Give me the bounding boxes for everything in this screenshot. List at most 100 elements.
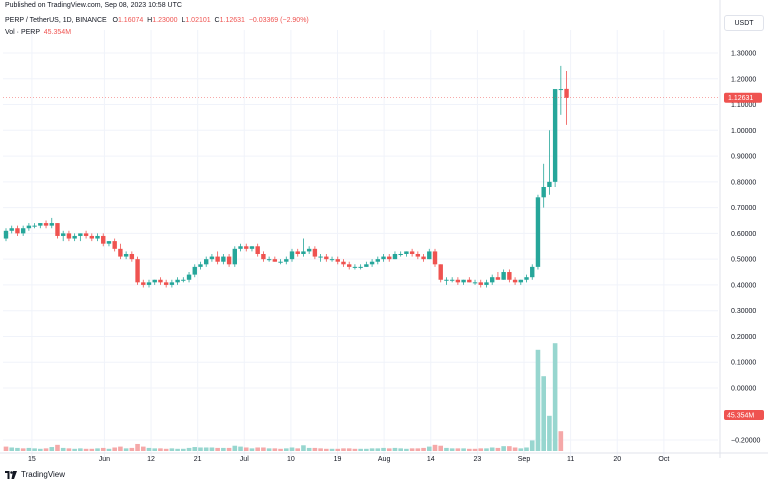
volume-bar [324,448,329,451]
candle-body [141,282,146,285]
candle-body [66,233,72,239]
high-value: 1.23000 [152,17,178,24]
x-tick-label: 23 [473,456,481,463]
volume-bar [484,448,489,451]
x-tick-label: 20 [613,456,621,463]
candle-body [169,282,175,285]
low-value: 1.02101 [185,17,211,24]
volume-bar [3,446,9,451]
candle-body [507,272,512,280]
candle-body [146,282,152,285]
candle-body [15,228,20,234]
candle-body [512,279,518,283]
volume-bar [266,448,272,451]
candle-body [255,246,260,254]
x-tick-label: 21 [194,456,202,463]
x-tick-label: Oct [658,456,669,463]
candle-body [490,277,495,283]
candle-body [387,256,392,260]
candle-body [61,233,66,236]
candle-body [341,261,346,265]
y-tick-label: 0.60000 [731,231,756,238]
volume-bar [118,446,123,451]
volume-legend: Vol · PERP 45.354M [5,29,71,36]
volume-bar [364,448,369,451]
volume-bar [38,448,43,451]
candle-body [295,251,300,254]
candle-body [364,264,369,267]
volume-bar [272,448,278,451]
volume-bar [472,448,478,451]
volume-bar [301,445,306,451]
candle-body [329,259,335,261]
candle-body [404,251,409,254]
candle-body [32,225,37,227]
candle-body [3,230,9,239]
candle-body [238,246,243,249]
volume-bar [507,446,512,451]
volume-bar [329,448,335,451]
volume-bar [409,448,415,451]
low-label: L [181,17,186,24]
candle-body [226,256,232,265]
candle-body [192,266,197,275]
candle-body [106,241,112,244]
candle-body [163,282,169,285]
volume-label: 45.354M [727,413,754,420]
candle-body [249,246,255,249]
candle-body [472,282,478,284]
volume-bar [32,448,37,451]
volume-bar [501,446,506,451]
candle-body [221,256,226,262]
candle-body [415,253,421,257]
candle-body [152,279,157,283]
open-value: 1.16074 [117,17,144,24]
volume-bar [438,445,444,451]
volume-bar [226,447,232,451]
y-tick-label: 0.00000 [731,386,756,393]
volume-bar [15,447,20,451]
x-tick-label: 10 [287,456,295,463]
candle-body [369,261,375,265]
volume-bar [83,448,89,451]
y-tick-label: 0.70000 [731,205,756,212]
volume-bar [26,447,32,451]
currency-button[interactable]: USDT [724,15,764,31]
volume-bar [60,447,66,451]
x-tick-label: Aug [378,456,391,463]
y-tick-label: 1.00000 [731,128,756,135]
volume-bar [444,447,449,451]
candle-body [461,279,466,283]
candle-body [558,89,564,91]
volume-bar [198,447,203,451]
volume-bar [426,446,432,451]
volume-bar [146,447,152,451]
candle-body [375,259,380,262]
candle-body [467,279,472,283]
candle-body [244,246,249,249]
candle-body [324,256,329,260]
volume-bar [123,448,129,451]
candle-body [312,248,318,257]
y-tick-label: 0.20000 [731,334,756,341]
last-price-badge [724,92,762,103]
candle-body [398,253,403,255]
candle-body [272,259,278,262]
candle-body [83,233,89,236]
candle-body [49,223,54,226]
volume-bar [249,448,255,451]
candle-body [547,181,552,187]
y-tick-label: 1.20000 [731,76,756,83]
candle-body [101,235,106,244]
candle-body [495,277,501,280]
y-tick-label: 0.90000 [731,154,756,161]
candle-body [524,277,529,280]
volume-bar [318,448,323,451]
candle-body [181,279,186,281]
volume-bar [375,448,381,451]
volume-bar [421,447,426,451]
volume-bar [72,448,77,451]
footer-brand[interactable]: TradingView [5,470,65,479]
candle-body [409,251,415,254]
